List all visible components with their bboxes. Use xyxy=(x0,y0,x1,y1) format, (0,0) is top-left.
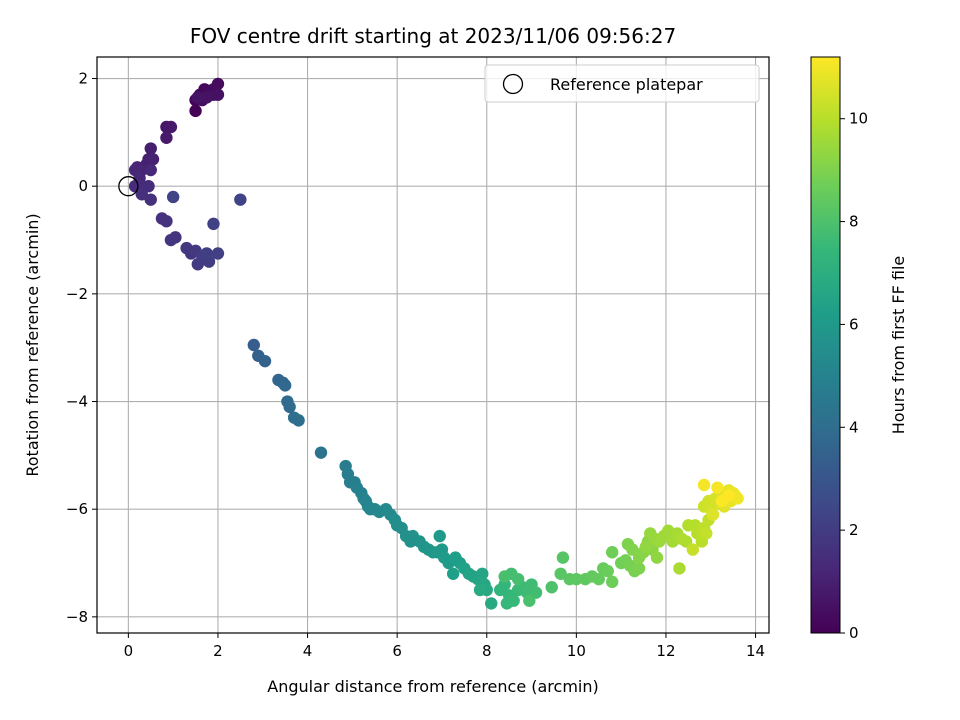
scatter-point xyxy=(639,540,652,554)
scatter-point xyxy=(144,193,157,206)
scatter-point xyxy=(144,163,157,177)
y-axis-label: Rotation from reference (arcmin) xyxy=(23,213,42,476)
scatter-point xyxy=(258,354,272,368)
legend: Reference platepar xyxy=(484,64,760,103)
scatter-point xyxy=(570,572,583,586)
scatter-point xyxy=(164,120,178,134)
x-tick-label: 2 xyxy=(213,642,223,660)
x-axis-label: Angular distance from reference (arcmin) xyxy=(267,677,598,696)
legend-reference-circle-icon xyxy=(502,73,524,95)
colorbar-gradient xyxy=(810,56,841,634)
scatter-point xyxy=(278,379,292,392)
plot-frame xyxy=(96,56,770,634)
scatter-point xyxy=(632,562,646,575)
y-tick-label: −4 xyxy=(66,393,88,411)
scatter-point xyxy=(511,572,525,586)
x-axis-ticks: 0 2 4 6 8 10 12 14 xyxy=(124,633,765,660)
scatter-point xyxy=(473,583,487,597)
x-tick-label: 8 xyxy=(482,642,492,660)
scatter-point xyxy=(523,594,536,607)
scatter-point xyxy=(697,478,711,492)
scatter-point xyxy=(606,546,619,559)
scatter-point xyxy=(189,104,202,118)
scatter-point xyxy=(722,489,735,502)
scatter-point xyxy=(556,551,570,564)
scatter-point xyxy=(507,594,520,607)
legend-entry-reference: Reference platepar xyxy=(550,75,703,94)
scatter-point xyxy=(135,188,148,201)
colorbar-tick-label: 8 xyxy=(849,213,859,231)
reference-point xyxy=(118,176,139,197)
scatter-point xyxy=(601,564,614,578)
scatter-point xyxy=(200,247,213,260)
colorbar-tick-label: 0 xyxy=(849,624,859,642)
x-tick-label: 4 xyxy=(303,642,313,660)
scatter-point xyxy=(146,153,160,166)
scatter-point xyxy=(207,217,220,231)
scatter-point xyxy=(191,91,204,104)
data-points xyxy=(128,77,744,610)
x-tick-label: 6 xyxy=(392,642,402,660)
reference-marker xyxy=(118,176,139,197)
scatter-point xyxy=(498,570,511,583)
scatter-point xyxy=(211,247,225,260)
scatter-point xyxy=(164,233,178,247)
scatter-point xyxy=(545,581,558,594)
scatter-point xyxy=(485,597,498,610)
scatter-point xyxy=(650,551,664,564)
x-tick-label: 12 xyxy=(656,642,675,660)
scatter-point xyxy=(211,88,225,101)
scatter-point xyxy=(554,567,567,580)
scatter-point xyxy=(234,193,247,206)
scatter-point xyxy=(166,190,180,204)
colorbar-tick-label: 2 xyxy=(849,521,859,539)
colorbar-ticks: 0 2 4 6 8 10 xyxy=(840,110,868,642)
scatter-point xyxy=(160,131,173,144)
y-tick-label: −8 xyxy=(66,608,88,626)
x-tick-label: 0 xyxy=(124,642,134,660)
scatter-point xyxy=(686,543,700,556)
scatter-point xyxy=(283,400,296,414)
scatter-point xyxy=(144,142,157,155)
scatter-point xyxy=(160,214,173,228)
x-tick-label: 10 xyxy=(567,642,586,660)
y-axis-ticks: −8 −6 −4 −2 0 2 xyxy=(66,70,97,626)
scatter-point xyxy=(700,527,713,540)
scatter-point xyxy=(292,414,305,427)
scatter-point xyxy=(476,567,489,580)
y-tick-label: 2 xyxy=(78,70,88,88)
scatter-point xyxy=(673,562,686,575)
colorbar: 0 2 4 6 8 10 Hours from first FF file xyxy=(810,56,908,642)
colorbar-tick-label: 4 xyxy=(849,418,859,436)
scatter-point xyxy=(433,529,446,543)
scatter-point xyxy=(592,572,605,586)
colorbar-tick-label: 6 xyxy=(849,315,859,333)
scatter-point xyxy=(606,575,619,589)
chart-title: FOV centre drift starting at 2023/11/06 … xyxy=(190,24,676,48)
colorbar-label: Hours from first FF file xyxy=(889,256,908,435)
scatter-point xyxy=(247,338,260,352)
scatter-point xyxy=(211,77,225,91)
x-tick-label: 14 xyxy=(746,642,765,660)
colorbar-tick-label: 10 xyxy=(849,110,868,128)
y-tick-label: 0 xyxy=(78,177,88,195)
scatter-point xyxy=(706,508,720,521)
scatter-point xyxy=(446,567,460,580)
y-tick-label: −2 xyxy=(66,285,88,303)
scatter-point xyxy=(711,481,724,494)
scatter-point xyxy=(200,91,213,104)
legend-box xyxy=(484,64,760,103)
y-tick-label: −6 xyxy=(66,500,88,518)
scatter-point xyxy=(314,446,328,459)
